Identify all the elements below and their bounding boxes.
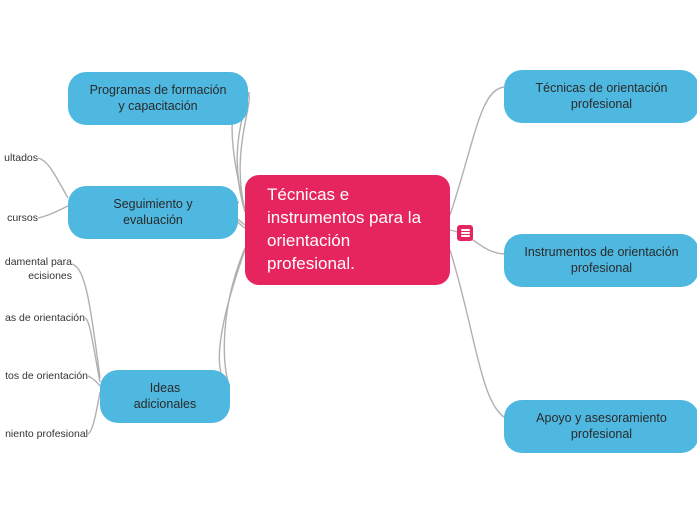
branch-label: Apoyo y asesoramiento profesional (522, 410, 681, 443)
center-node-label: Técnicas e instrumentos para la orientac… (267, 184, 428, 276)
branch-apoyo[interactable]: Apoyo y asesoramiento profesional (504, 400, 697, 453)
leaf-text: niento profesional (0, 428, 88, 442)
branch-label: Instrumentos de orientación profesional (522, 244, 681, 277)
leaf-text: as de orientación (0, 312, 85, 326)
branch-label: Ideas adicionales (118, 380, 212, 413)
branch-label: Programas de formación y capacitación (86, 82, 230, 115)
branch-ideas[interactable]: Ideas adicionales (100, 370, 230, 423)
leaf-text: damental para ecisiones (0, 256, 72, 283)
leaf-text: cursos (0, 212, 38, 226)
branch-seguimiento[interactable]: Seguimiento y evaluación (68, 186, 238, 239)
branch-tecnicas[interactable]: Técnicas de orientación profesional (504, 70, 697, 123)
branch-programas[interactable]: Programas de formación y capacitación (68, 72, 248, 125)
leaf-text: ultados (0, 152, 38, 166)
leaf-text: tos de orientación (0, 370, 88, 384)
branch-label: Técnicas de orientación profesional (522, 80, 681, 113)
note-icon[interactable] (457, 225, 473, 241)
branch-instrumentos[interactable]: Instrumentos de orientación profesional (504, 234, 697, 287)
center-node[interactable]: Técnicas e instrumentos para la orientac… (245, 175, 450, 285)
branch-label: Seguimiento y evaluación (86, 196, 220, 229)
